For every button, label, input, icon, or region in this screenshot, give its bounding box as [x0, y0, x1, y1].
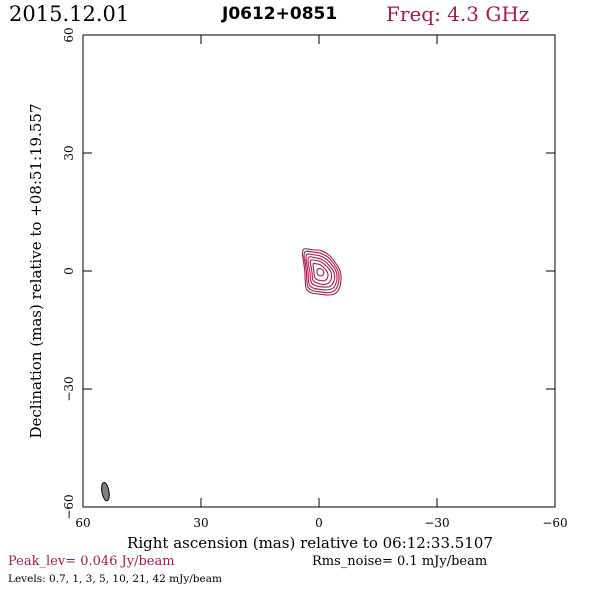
x-tick-label: 0: [315, 516, 323, 530]
contour-level-42: [316, 268, 325, 277]
x-tick-label: 60: [75, 516, 90, 530]
contour-level-5: [307, 256, 336, 288]
x-tick-label: −30: [424, 516, 449, 530]
source-name: J0612+0851: [222, 4, 338, 24]
y-tick-label: 0: [62, 267, 76, 275]
y-tick-label: −60: [62, 494, 76, 519]
contour-level-1: [303, 250, 340, 294]
x-tick-label: −60: [542, 516, 567, 530]
y-tick-label: 60: [62, 27, 76, 42]
x-axis-label: Right ascension (mas) relative to 06:12:…: [127, 534, 493, 552]
y-tick-label: 30: [62, 145, 76, 160]
contour-set: [301, 248, 342, 296]
peak-level: Peak_lev= 0.046 Jy/beam: [8, 554, 175, 569]
y-tick-label: −30: [62, 376, 76, 401]
contour-levels: Levels: 0.7, 1, 3, 5, 10, 21, 42 mJy/bea…: [8, 573, 222, 585]
contour-level-10: [309, 259, 333, 285]
x-tick-label: 30: [193, 516, 208, 530]
beam-ellipse: [101, 482, 110, 502]
rms-noise: Rms_noise= 0.1 mJy/beam: [312, 554, 488, 569]
contour-level-3: [305, 253, 338, 291]
frequency-label: Freq: 4.3 GHz: [386, 2, 530, 26]
observation-date: 2015.12.01: [9, 2, 130, 26]
y-axis-label: Declination (mas) relative to +08:51:19.…: [27, 103, 45, 438]
contour-level-21: [312, 262, 329, 282]
plot-frame: [82, 34, 556, 508]
beam-ellipse-group: [101, 482, 110, 502]
contour-level-0_7: [301, 248, 342, 296]
axis-ticks: [82, 34, 556, 508]
